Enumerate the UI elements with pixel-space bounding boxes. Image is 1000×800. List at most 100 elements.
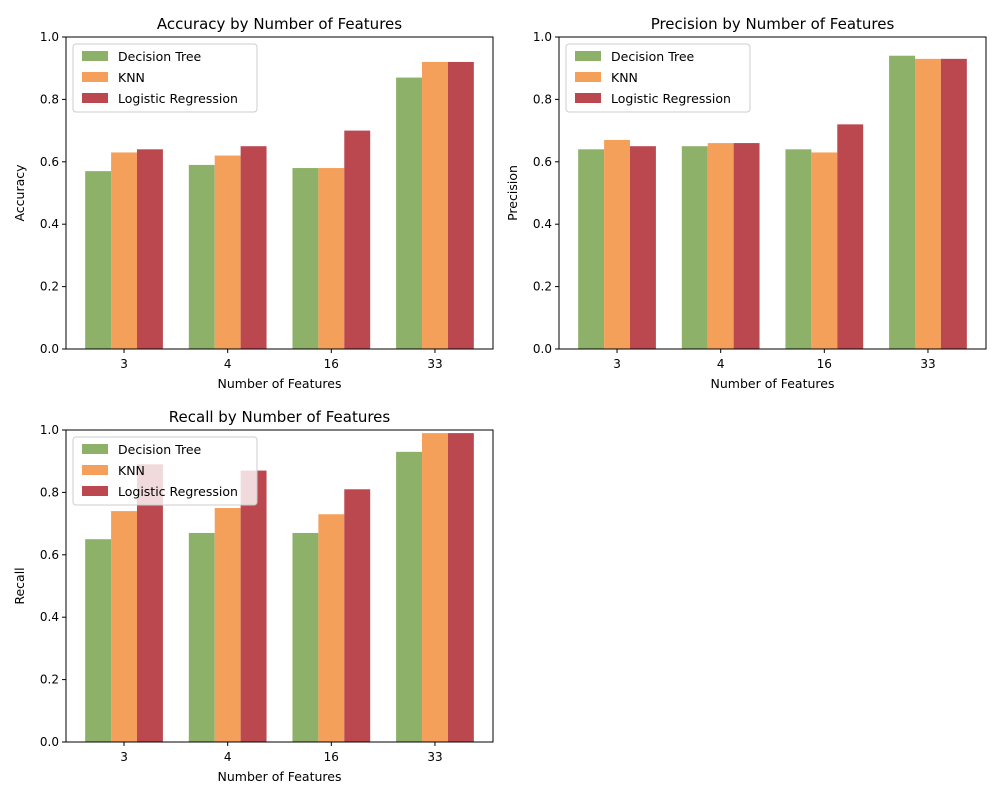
bar-decision-tree-33: [396, 77, 423, 349]
legend: Decision Tree KNN Logistic Regression: [565, 43, 751, 113]
legend-swatch-knn: [575, 72, 601, 82]
recall-chart: 0.0 0.2 0.4 0.6 0.8 1.0 3 4 16 33 Recall by Number…: [12, 408, 494, 784]
x-tick-label: 3: [120, 750, 128, 764]
bar-logistic-regression-33: [447, 61, 474, 350]
legend-label-knn: KNN: [118, 70, 145, 85]
y-tick-label: 0.4: [40, 217, 59, 231]
y-tick-label: 0.2: [40, 673, 59, 687]
bar-logistic-regression-4: [733, 143, 760, 349]
bar-decision-tree-4: [188, 532, 215, 742]
bar-knn-33: [422, 433, 448, 742]
bar-decision-tree-3: [578, 149, 605, 349]
x-axis-label: Number of Features: [218, 376, 342, 391]
y-tick-label: 0.8: [40, 485, 59, 499]
y-tick-label: 0.6: [40, 155, 59, 169]
legend-swatch-logistic-regression: [575, 93, 601, 103]
legend-swatch-logistic-regression: [82, 486, 108, 496]
bar-knn-3: [604, 139, 630, 349]
y-tick-label: 0.0: [533, 342, 552, 356]
bar-decision-tree-16: [292, 168, 319, 349]
bar-decision-tree-3: [85, 539, 112, 742]
bar-decision-tree-16: [292, 532, 319, 742]
x-tick-label: 16: [324, 750, 339, 764]
bar-logistic-regression-4: [240, 470, 267, 742]
chart-title: Precision by Number of Features: [651, 15, 895, 33]
legend: Decision Tree KNN Logistic Regression: [72, 436, 258, 506]
bar-logistic-regression-3: [629, 146, 656, 349]
legend-swatch-decision-tree: [82, 444, 108, 454]
x-axis-label: Number of Features: [218, 769, 342, 784]
precision-chart: 0.0 0.2 0.4 0.6 0.8 1.0 3 4 16 33 Precision by Num…: [505, 15, 987, 391]
y-tick-label: 0.2: [40, 280, 59, 294]
bar-knn-3: [111, 511, 137, 742]
x-tick-label: 3: [120, 357, 128, 371]
bar-knn-3: [111, 152, 137, 349]
plot-frame: [558, 36, 987, 350]
legend: Decision Tree KNN Logistic Regression: [72, 43, 258, 113]
legend-label-logistic-regression: Logistic Regression: [611, 91, 731, 106]
legend-box: [565, 43, 751, 113]
y-tick-label: 0.0: [40, 735, 59, 749]
x-tick-label: 33: [427, 750, 442, 764]
chart-title: Recall by Number of Features: [169, 408, 391, 426]
y-tick-label: 0.6: [533, 155, 552, 169]
x-tick-label: 4: [224, 750, 232, 764]
plot-frame: [65, 36, 494, 350]
x-tick-label: 16: [324, 357, 339, 371]
bar-knn-4: [214, 155, 241, 349]
legend-label-knn: KNN: [611, 70, 638, 85]
x-tick-label: 3: [613, 357, 621, 371]
bar-decision-tree-4: [188, 164, 215, 349]
bar-decision-tree-33: [396, 451, 423, 742]
y-tick-label: 1.0: [40, 30, 59, 44]
bar-knn-33: [422, 61, 448, 350]
legend-box: [72, 43, 258, 113]
bar-decision-tree-33: [889, 55, 916, 349]
legend-box: [72, 436, 258, 506]
bar-logistic-regression-3: [136, 149, 163, 349]
bar-knn-4: [707, 143, 734, 349]
bar-knn-16: [811, 152, 838, 349]
bar-logistic-regression-16: [837, 124, 864, 349]
bar-knn-4: [214, 508, 241, 742]
bar-logistic-regression-16: [344, 489, 371, 742]
y-axis-label: Recall: [12, 567, 27, 604]
y-tick-label: 0.6: [40, 548, 59, 562]
bar-decision-tree-16: [785, 149, 812, 349]
legend-label-decision-tree: Decision Tree: [611, 49, 695, 64]
y-tick-label: 0.4: [40, 610, 59, 624]
bar-logistic-regression-4: [240, 146, 267, 349]
legend-label-decision-tree: Decision Tree: [118, 49, 202, 64]
legend-label-logistic-regression: Logistic Regression: [118, 91, 238, 106]
x-tick-label: 16: [817, 357, 832, 371]
legend-swatch-decision-tree: [575, 51, 601, 61]
x-axis-label: Number of Features: [711, 376, 835, 391]
bar-logistic-regression-16: [344, 130, 371, 349]
plot-frame: [65, 429, 494, 743]
legend-swatch-knn: [82, 465, 108, 475]
y-tick-label: 0.2: [533, 280, 552, 294]
y-axis-label: Accuracy: [12, 164, 27, 222]
y-tick-label: 1.0: [533, 30, 552, 44]
legend-swatch-logistic-regression: [82, 93, 108, 103]
y-tick-label: 0.0: [40, 342, 59, 356]
y-axis-label: Precision: [505, 165, 520, 221]
bar-knn-16: [318, 168, 345, 349]
bar-knn-33: [915, 58, 941, 350]
legend-swatch-knn: [82, 72, 108, 82]
y-tick-label: 0.8: [533, 92, 552, 106]
bar-decision-tree-4: [681, 146, 708, 349]
legend-label-logistic-regression: Logistic Regression: [118, 484, 238, 499]
legend-label-knn: KNN: [118, 463, 145, 478]
accuracy-chart: 0.0 0.2 0.4 0.6 0.8 1.0 3 4 16 33 Accuracy by Numb…: [12, 15, 494, 391]
chart-title: Accuracy by Number of Features: [157, 15, 402, 33]
y-tick-label: 0.8: [40, 92, 59, 106]
x-tick-label: 4: [717, 357, 725, 371]
legend-swatch-decision-tree: [82, 51, 108, 61]
bar-logistic-regression-3: [136, 464, 163, 742]
bar-knn-16: [318, 514, 345, 742]
bar-decision-tree-3: [85, 171, 112, 349]
bar-logistic-regression-33: [940, 58, 967, 350]
y-tick-label: 0.4: [533, 217, 552, 231]
